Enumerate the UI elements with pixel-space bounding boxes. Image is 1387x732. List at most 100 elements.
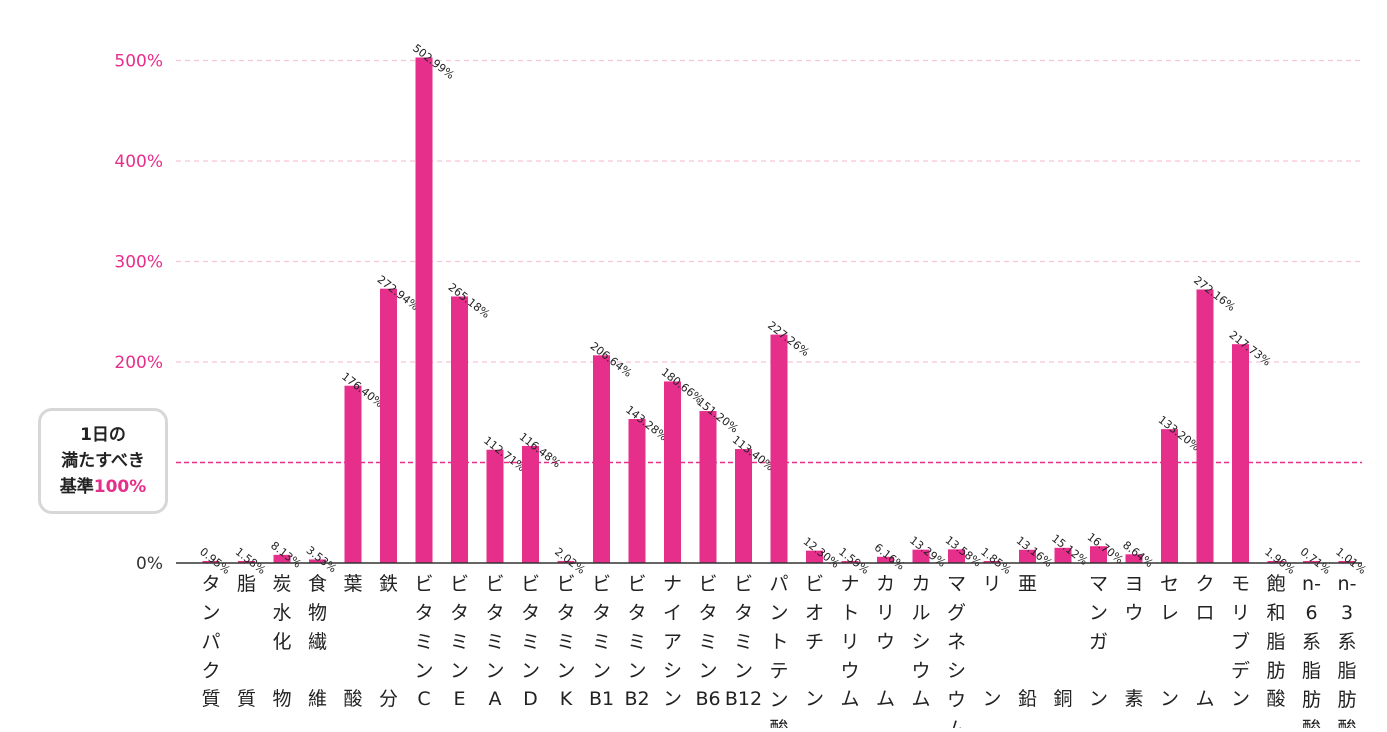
category-label: ロ — [1195, 602, 1214, 624]
category-label: 肪 — [1302, 689, 1321, 711]
category-label: 肪 — [1266, 660, 1285, 682]
category-label: ト — [769, 631, 788, 653]
category-label: ミ — [698, 631, 717, 653]
category-label: タ — [627, 602, 646, 624]
category-label: ン — [521, 660, 540, 682]
category-label: ン — [663, 688, 682, 710]
bar — [557, 560, 575, 563]
category-label: ン — [1231, 688, 1250, 710]
category-label: ミ — [521, 631, 540, 653]
bar — [1303, 561, 1320, 563]
category-label: 炭 — [272, 573, 291, 595]
category-label: セ — [1160, 573, 1179, 595]
category-label: ネ — [947, 631, 966, 653]
category-label: ン — [592, 660, 611, 682]
category-label: ン — [1089, 602, 1108, 624]
category-label: E — [453, 688, 465, 710]
bar — [770, 334, 788, 563]
category-label: タ — [521, 602, 540, 624]
category-label: チ — [805, 631, 824, 653]
category-label: パ — [769, 573, 788, 595]
bar — [1090, 546, 1107, 563]
category-label: リ — [840, 631, 859, 653]
category-label: ビ — [521, 573, 540, 595]
category-label: ビ — [556, 573, 575, 595]
category-label: ク — [201, 660, 220, 682]
category-label: シ — [911, 631, 930, 653]
category-label: ン — [982, 688, 1001, 710]
category-label: 維 — [308, 688, 327, 710]
y-tick-label: 0% — [136, 554, 163, 574]
category-label: 酸 — [1266, 688, 1285, 710]
category-label: ミ — [556, 631, 575, 653]
category-label: ン — [734, 660, 753, 682]
category-label: ム — [911, 688, 930, 710]
category-label: カ — [876, 573, 895, 595]
category-label: 飽 — [1266, 573, 1285, 595]
bar — [486, 449, 504, 563]
category-label: ン — [414, 660, 433, 682]
bar — [877, 556, 894, 563]
category-label: ム — [840, 688, 859, 710]
category-label: ン — [450, 660, 469, 682]
bar — [628, 419, 646, 563]
bar — [238, 561, 255, 563]
category-label: ル — [911, 602, 930, 624]
bar — [983, 561, 1001, 563]
category-label: 水 — [272, 602, 291, 624]
reference-prefix: 基準 — [59, 477, 94, 497]
category-label: ミ — [734, 631, 753, 653]
bar — [841, 561, 859, 563]
category-label: B1 — [589, 688, 614, 710]
category-label: 系 — [1302, 631, 1321, 653]
value-label: 8.64% — [1120, 538, 1156, 570]
category-label: 脂 — [1337, 660, 1356, 682]
y-tick-label: 300% — [114, 253, 163, 273]
bar — [1232, 344, 1249, 563]
category-label: イ — [663, 602, 682, 624]
category-label: n- — [1338, 573, 1357, 595]
category-label: タ — [485, 602, 504, 624]
bar — [344, 385, 362, 563]
category-label: オ — [805, 602, 824, 624]
category-label: ビ — [592, 573, 611, 595]
category-label: ミ — [485, 631, 504, 653]
category-label: ン — [201, 602, 220, 624]
category-label: ン — [485, 660, 504, 682]
category-label: ビ — [450, 573, 469, 595]
category-label: n- — [1302, 573, 1321, 595]
category-label: ミ — [592, 631, 611, 653]
category-label: ナ — [840, 573, 859, 595]
category-label: 系 — [1337, 631, 1356, 653]
bar — [380, 288, 397, 563]
bar — [1161, 429, 1178, 563]
category-label: ブ — [1231, 630, 1250, 653]
category-label: ン — [698, 660, 717, 682]
category-label: 亜 — [1018, 573, 1037, 595]
category-label: B12 — [725, 688, 762, 710]
category-label: ビ — [485, 573, 504, 595]
category-label: ン — [769, 689, 788, 711]
category-label: K — [560, 688, 573, 710]
category-label: 銅 — [1053, 688, 1072, 710]
value-label: 6.16% — [872, 541, 908, 573]
reference-box: 1日の 満たすべき 基準100% — [38, 408, 168, 514]
category-label: ビ — [414, 573, 433, 595]
bar — [1019, 549, 1036, 563]
category-label: シ — [663, 660, 682, 682]
category-label: ム — [947, 718, 966, 728]
bar — [1338, 561, 1356, 563]
y-tick-label: 400% — [114, 152, 163, 172]
reference-line1: 1日の — [80, 425, 126, 445]
category-label: 質 — [237, 688, 256, 710]
category-label: ク — [1195, 573, 1214, 595]
category-label: 物 — [308, 602, 327, 624]
y-tick-label: 200% — [114, 353, 163, 373]
category-label: ト — [840, 602, 859, 624]
category-label: ミ — [450, 631, 469, 653]
category-label: タ — [698, 602, 717, 624]
category-label: ア — [663, 631, 682, 653]
category-label: ナ — [663, 573, 682, 595]
